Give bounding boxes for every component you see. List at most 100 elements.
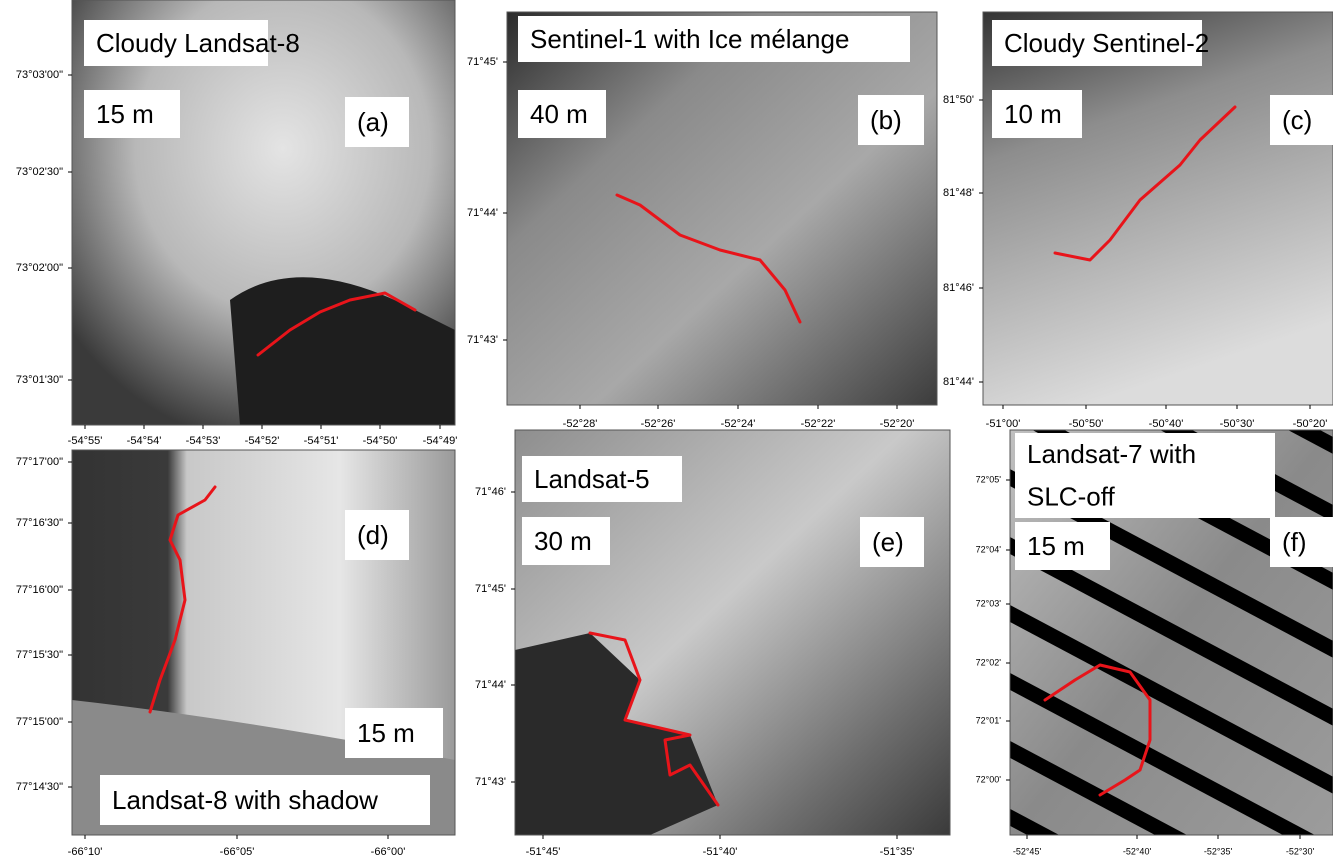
y-tick-label: 77°16'00" xyxy=(16,584,63,596)
panel-label-box xyxy=(345,510,409,560)
calving-front xyxy=(588,631,720,807)
y-tick-label: 71°45' xyxy=(475,583,506,595)
y-tick-label: 71°46' xyxy=(475,486,506,498)
resolution-label-box xyxy=(522,517,610,565)
panel: 71°46' 71°45' 71°44' 71°43' -51°45' -51°40' -5… xyxy=(475,429,951,858)
calving-front xyxy=(148,485,217,714)
resolution-label: 15 m xyxy=(357,718,415,748)
x-tick-label: -50°40' xyxy=(1149,418,1184,430)
x-tick-label: -50°20' xyxy=(1293,418,1328,430)
ocean xyxy=(230,277,455,425)
x-tick-label: -66°00' xyxy=(371,846,406,856)
panel-label-box xyxy=(1270,95,1333,145)
x-tick-label: -51°35' xyxy=(880,846,915,856)
x-tick-label: -52°35' xyxy=(1204,846,1233,856)
panel: 71°45' 71°44' 71°43' -52°28' -52°26' -52°24' -… xyxy=(467,11,938,430)
x-tick-label: -52°30' xyxy=(1286,846,1315,856)
panel-label-box xyxy=(860,517,924,567)
y-tick-label: 77°14'30" xyxy=(16,781,63,793)
y-tick-label: 73°01'30" xyxy=(16,374,63,386)
y-tick-label: 72°02' xyxy=(976,657,1002,667)
panel-title: Sentinel-1 with Ice mélange xyxy=(530,24,849,54)
x-tick-label: -54°55' xyxy=(68,435,103,447)
panel: 77°17'00" 77°16'30" 77°16'00" 77°15'30" 77°1… xyxy=(16,449,456,858)
panel-label-box xyxy=(345,97,409,147)
x-tick-label: -52°28' xyxy=(563,418,598,430)
x-tick-label: -54°52' xyxy=(245,435,280,447)
panel-label: (f) xyxy=(1282,527,1307,557)
calving-fronts xyxy=(148,105,1237,807)
resolution-label: 30 m xyxy=(534,526,592,556)
y-tick-label: 77°15'00" xyxy=(16,716,63,728)
ocean xyxy=(515,633,718,835)
calving-front xyxy=(256,291,417,357)
y-tick-label: 71°45' xyxy=(467,56,498,68)
y-tick-label: 77°15'30" xyxy=(16,649,63,661)
panel-frame xyxy=(982,11,1333,406)
y-tick-label: 81°44' xyxy=(943,376,974,388)
panel-label-box xyxy=(1270,517,1333,567)
panel-title-box xyxy=(1015,433,1275,518)
panel: 72°05' 72°04' 72°03' 72°02' 72°01' 72°00' -52°… xyxy=(976,429,1333,856)
x-tick-label: -54°49' xyxy=(423,435,458,447)
panel-frame xyxy=(506,11,938,406)
x-tick-label: -50°50' xyxy=(1069,418,1104,430)
x-tick-label: -52°20' xyxy=(880,418,915,430)
x-tick-label: -51°45' xyxy=(526,846,561,856)
panel: 73°03'00" 73°02'30" 73°02'00" 73°01'30" -54°… xyxy=(16,0,457,447)
y-tick-label: 77°17'00" xyxy=(16,456,63,468)
y-tick-label: 72°01' xyxy=(976,715,1002,725)
resolution-label: 15 m xyxy=(96,99,154,129)
panel-label: (b) xyxy=(870,105,902,135)
panel-title-box xyxy=(518,16,910,62)
x-tick-label: -51°00' xyxy=(986,418,1021,430)
resolution-label-box xyxy=(84,90,180,138)
calving-front xyxy=(1053,105,1237,262)
x-tick-label: -66°05' xyxy=(220,846,255,856)
calving-front xyxy=(1043,663,1152,797)
panel-label: (c) xyxy=(1282,105,1312,135)
panel-label: (e) xyxy=(872,527,904,557)
panel-label: (a) xyxy=(357,107,389,137)
y-tick-label: 81°50' xyxy=(943,94,974,106)
y-tick-label: 81°46' xyxy=(943,282,974,294)
resolution-label: 40 m xyxy=(530,99,588,129)
panel-title: Landsat-8 with shadow xyxy=(112,785,378,815)
y-tick-label: 71°44' xyxy=(467,207,498,219)
x-tick-label: -52°26' xyxy=(641,418,676,430)
y-tick-label: 72°05' xyxy=(976,474,1002,484)
satellite-image xyxy=(507,12,937,405)
panel-title-box xyxy=(84,20,268,66)
panel-frame xyxy=(71,449,456,836)
x-tick-label: -52°40' xyxy=(1123,846,1152,856)
y-tick-label: 73°02'00" xyxy=(16,262,63,274)
panel-title: Cloudy Landsat-8 xyxy=(96,28,300,58)
panel-title-box xyxy=(992,20,1202,66)
resolution-label-box xyxy=(1015,522,1110,570)
resolution-label: 15 m xyxy=(1027,531,1085,561)
y-tick-label: 72°00' xyxy=(976,774,1002,784)
x-tick-label: -52°22' xyxy=(801,418,836,430)
panel-title: Cloudy Sentinel-2 xyxy=(1004,28,1209,58)
x-tick-label: -54°54' xyxy=(127,435,162,447)
y-tick-label: 73°02'30" xyxy=(16,166,63,178)
x-tick-label: -54°51' xyxy=(304,435,339,447)
panel-title: SLC-off xyxy=(1027,482,1115,512)
resolution-label-box xyxy=(345,708,443,758)
y-tick-label: 72°03' xyxy=(976,598,1002,608)
y-tick-label: 71°43' xyxy=(467,334,498,346)
resolution-label: 10 m xyxy=(1004,99,1062,129)
panel-frame xyxy=(514,429,951,836)
x-tick-label: -54°50' xyxy=(363,435,398,447)
calving-front xyxy=(615,193,802,324)
x-tick-label: -66°10' xyxy=(68,846,103,856)
resolution-label-box xyxy=(992,90,1082,138)
x-tick-label: -54°53' xyxy=(186,435,221,447)
panel-title: Landsat-7 with xyxy=(1027,439,1196,469)
panel-label: (d) xyxy=(357,520,389,550)
x-tick-label: -50°30' xyxy=(1220,418,1255,430)
panel-frame xyxy=(1009,429,1333,836)
panel-frame xyxy=(71,0,456,426)
panel-title-box xyxy=(522,456,682,502)
